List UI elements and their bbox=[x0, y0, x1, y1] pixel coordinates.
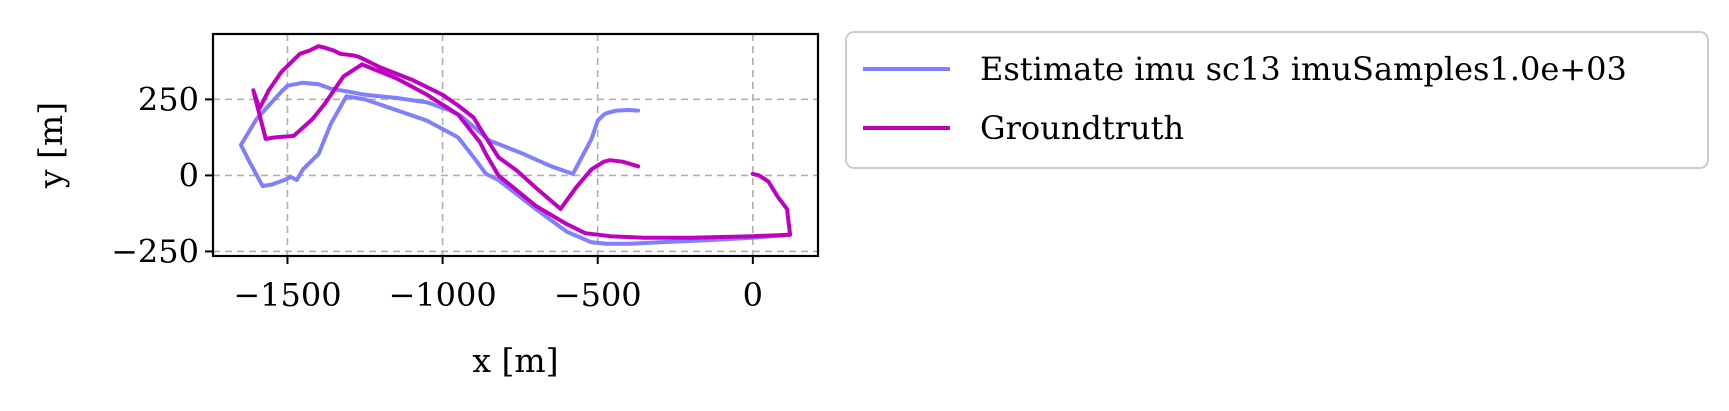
y-axis-label: y [m] bbox=[31, 102, 70, 189]
y-tick-label: 250 bbox=[138, 80, 199, 118]
axis-ticks: −1500 −1000 −500 0 −250 0 250 bbox=[111, 80, 763, 314]
x-tick-label: −1000 bbox=[388, 276, 496, 314]
series-lines bbox=[238, 44, 793, 246]
series-line-estimate bbox=[238, 80, 793, 246]
y-tick-label: −250 bbox=[111, 232, 199, 270]
x-tick-label: −1500 bbox=[233, 276, 341, 314]
x-tick-label: −500 bbox=[554, 276, 642, 314]
series-line-groundtruth bbox=[251, 44, 793, 240]
x-tick-label: 0 bbox=[743, 276, 763, 314]
legend: Estimate imu sc13 imuSamples1.0e+03 Grou… bbox=[845, 31, 1709, 169]
y-tick-label: 0 bbox=[179, 156, 199, 194]
plot-area-frame bbox=[211, 32, 820, 258]
x-axis-label: x [m] bbox=[472, 341, 558, 380]
legend-label-estimate: Estimate imu sc13 imuSamples1.0e+03 bbox=[980, 50, 1627, 88]
legend-box bbox=[845, 31, 1709, 169]
legend-label-groundtruth: Groundtruth bbox=[980, 109, 1184, 147]
grid-lines bbox=[213, 34, 818, 256]
